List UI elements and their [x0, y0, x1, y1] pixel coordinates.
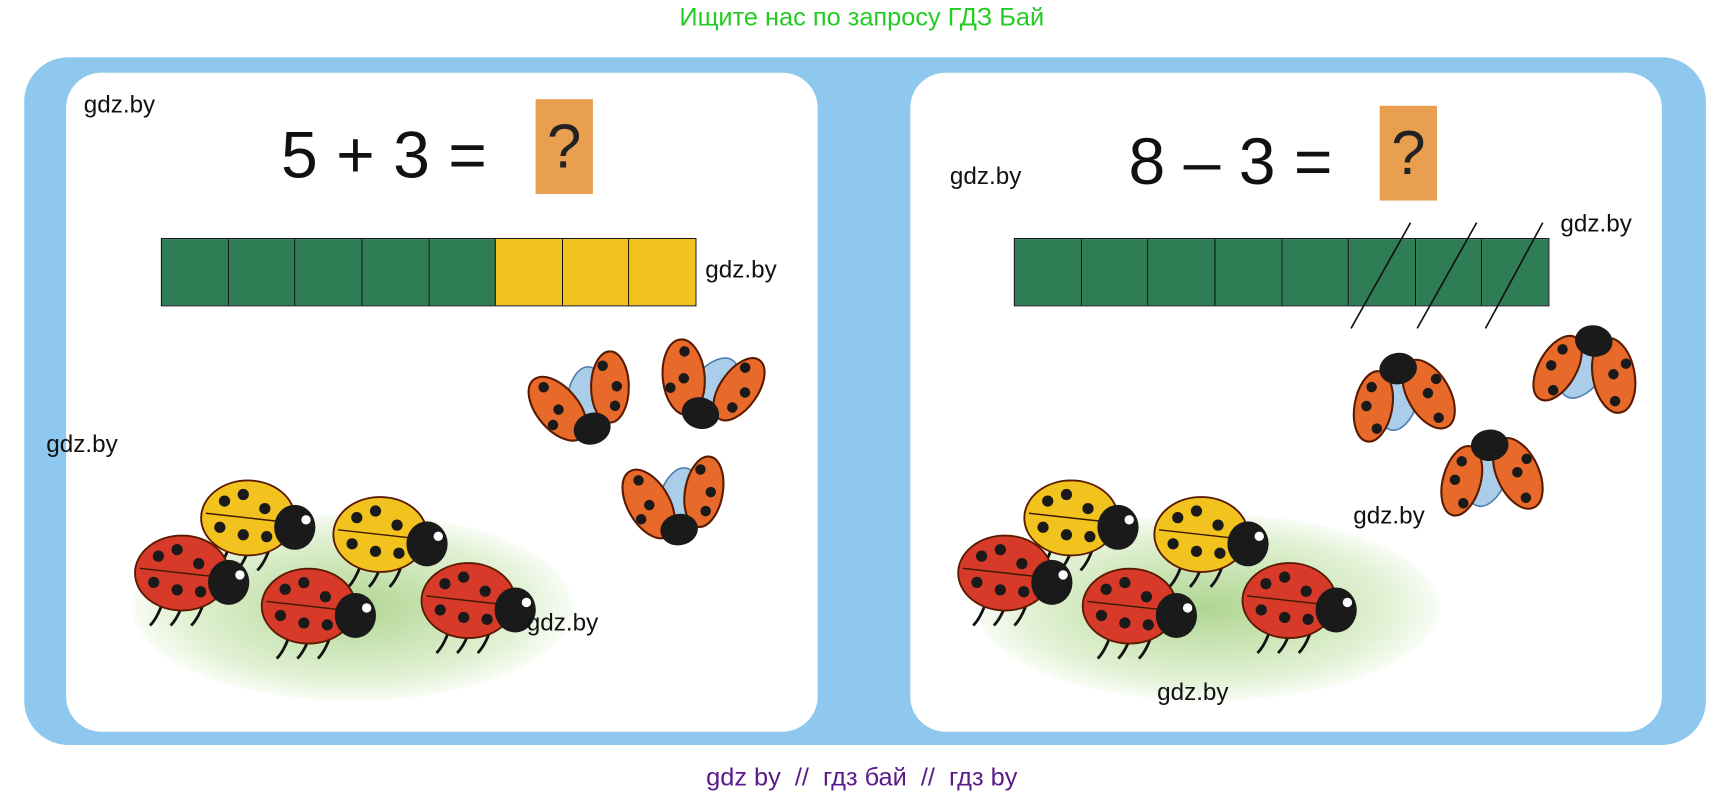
ladybug-walking [332, 496, 448, 588]
watermark: gdz.by [949, 161, 1022, 190]
bar-cell-green [1081, 239, 1149, 306]
watermark: gdz.by [705, 255, 777, 284]
watermark: gdz.by [526, 608, 599, 636]
strike-line [1484, 222, 1544, 329]
watermark: gdz.by [1353, 501, 1425, 529]
footer-text: gdz by // гдз бай // гдз by [706, 762, 1018, 792]
ladybug-walking [1241, 562, 1357, 655]
bar-cell-green [362, 239, 430, 306]
ladybug-walking [200, 479, 316, 572]
answer-box: ? [1379, 105, 1438, 201]
strike-line [1416, 222, 1478, 329]
ladybug-walking [1023, 479, 1139, 572]
ladybug-walking [1081, 567, 1197, 660]
bar-cell-yellow [629, 239, 696, 306]
bar-cell-green [161, 239, 229, 306]
answer-box: ? [535, 99, 593, 194]
ladybug-walking [134, 534, 250, 627]
ladybug-flying [1352, 352, 1456, 443]
ladybug-walking [957, 534, 1073, 627]
bar-cell-yellow [496, 239, 563, 306]
strike-marks [1350, 222, 1544, 329]
bar-cell-green [1282, 239, 1349, 306]
watermark: gdz.by [1157, 677, 1229, 706]
watermark: gdz.by [1560, 209, 1632, 237]
ladybug-walking [420, 562, 536, 655]
bar-cell-green [429, 239, 497, 306]
ladybug-walking [260, 567, 377, 660]
bar-cell-green [228, 239, 296, 306]
ladybug-flying [1532, 325, 1637, 414]
bar-cell-green [1014, 239, 1082, 306]
ladybug-flying [661, 338, 766, 430]
watermark: gdz.by [83, 90, 156, 118]
bar-cell-yellow [562, 239, 630, 306]
page-title: Ищите нас по запросу ГДЗ Бай [679, 2, 1045, 31]
bar-cell-green [1148, 239, 1216, 306]
ladybug-flying [1440, 429, 1544, 517]
ladybug-flying [621, 455, 725, 546]
strike-line [1350, 222, 1412, 329]
bar-cell-green [295, 239, 363, 306]
equation-addition: 5 + 3 = [281, 117, 487, 192]
watermark: gdz.by [46, 429, 118, 458]
equation-subtraction: 8 – 3 = [1128, 124, 1333, 199]
bar-cell-green [1215, 239, 1283, 306]
ladybug-flying [527, 350, 630, 445]
counting-bar [160, 238, 697, 307]
ladybug-walking [1153, 496, 1269, 588]
